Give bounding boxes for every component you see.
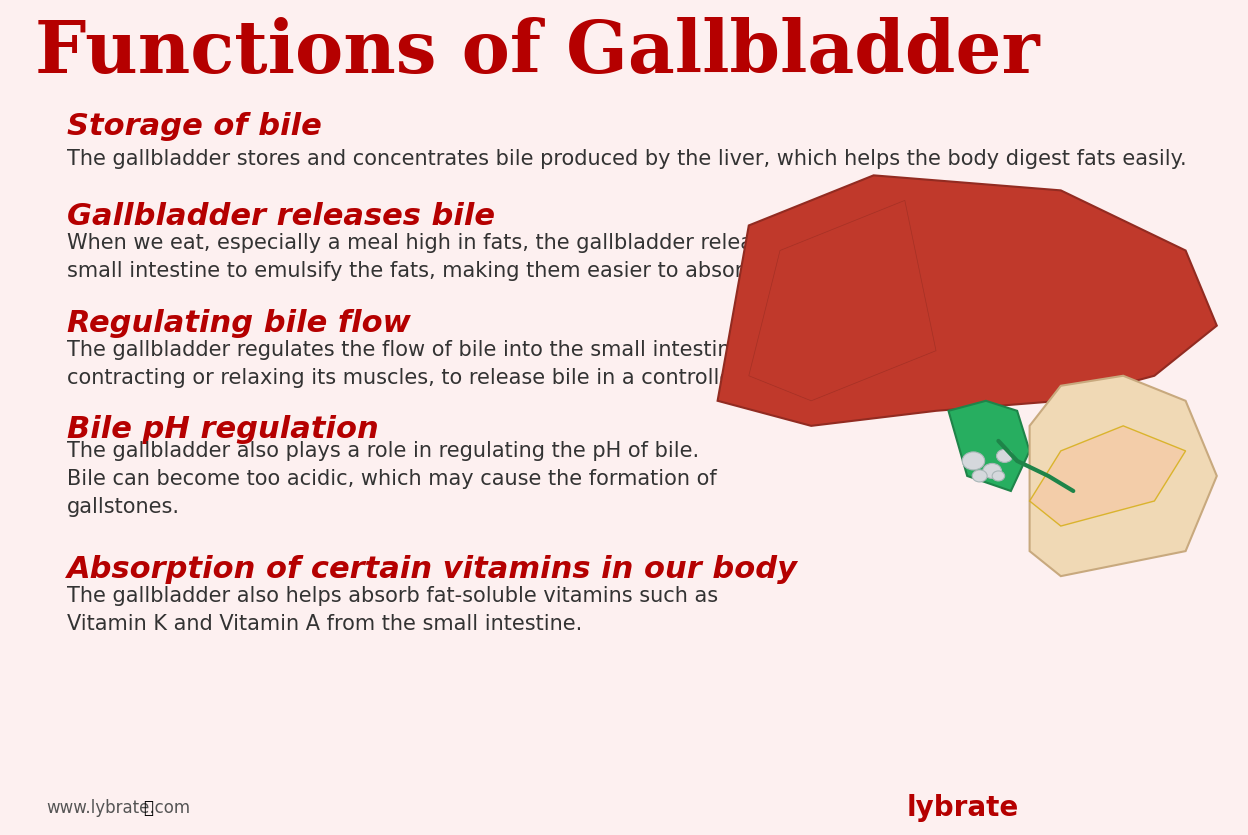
Circle shape — [983, 463, 1002, 478]
Polygon shape — [1030, 426, 1186, 526]
Text: Gallbladder releases bile: Gallbladder releases bile — [66, 202, 494, 231]
Polygon shape — [948, 401, 1030, 491]
Polygon shape — [749, 200, 936, 401]
Circle shape — [972, 470, 987, 482]
Text: Bile pH regulation: Bile pH regulation — [66, 415, 378, 444]
Text: The gallbladder regulates the flow of bile into the small intestine by
contracti: The gallbladder regulates the flow of bi… — [66, 340, 837, 388]
Text: When we eat, especially a meal high in fats, the gallbladder releases bile into : When we eat, especially a meal high in f… — [66, 234, 919, 281]
Text: The gallbladder also plays a role in regulating the pH of bile.
Bile can become : The gallbladder also plays a role in reg… — [66, 441, 716, 517]
Polygon shape — [1030, 376, 1217, 576]
Text: Functions of Gallbladder: Functions of Gallbladder — [35, 17, 1040, 88]
Text: Storage of bile: Storage of bile — [66, 112, 322, 140]
Circle shape — [996, 449, 1012, 463]
Text: Absorption of certain vitamins in our body: Absorption of certain vitamins in our bo… — [66, 555, 797, 584]
Text: The gallbladder stores and concentrates bile produced by the liver, which helps : The gallbladder stores and concentrates … — [66, 149, 1187, 169]
Text: The gallbladder also helps absorb fat-soluble vitamins such as
Vitamin K and Vit: The gallbladder also helps absorb fat-so… — [66, 586, 718, 635]
Circle shape — [992, 471, 1005, 481]
Text: www.lybrate.com: www.lybrate.com — [46, 798, 190, 817]
Text: lybrate: lybrate — [907, 793, 1020, 822]
Text: 📱: 📱 — [144, 798, 154, 817]
Polygon shape — [718, 175, 1217, 426]
Text: Regulating bile flow: Regulating bile flow — [66, 309, 411, 337]
Circle shape — [962, 452, 985, 470]
